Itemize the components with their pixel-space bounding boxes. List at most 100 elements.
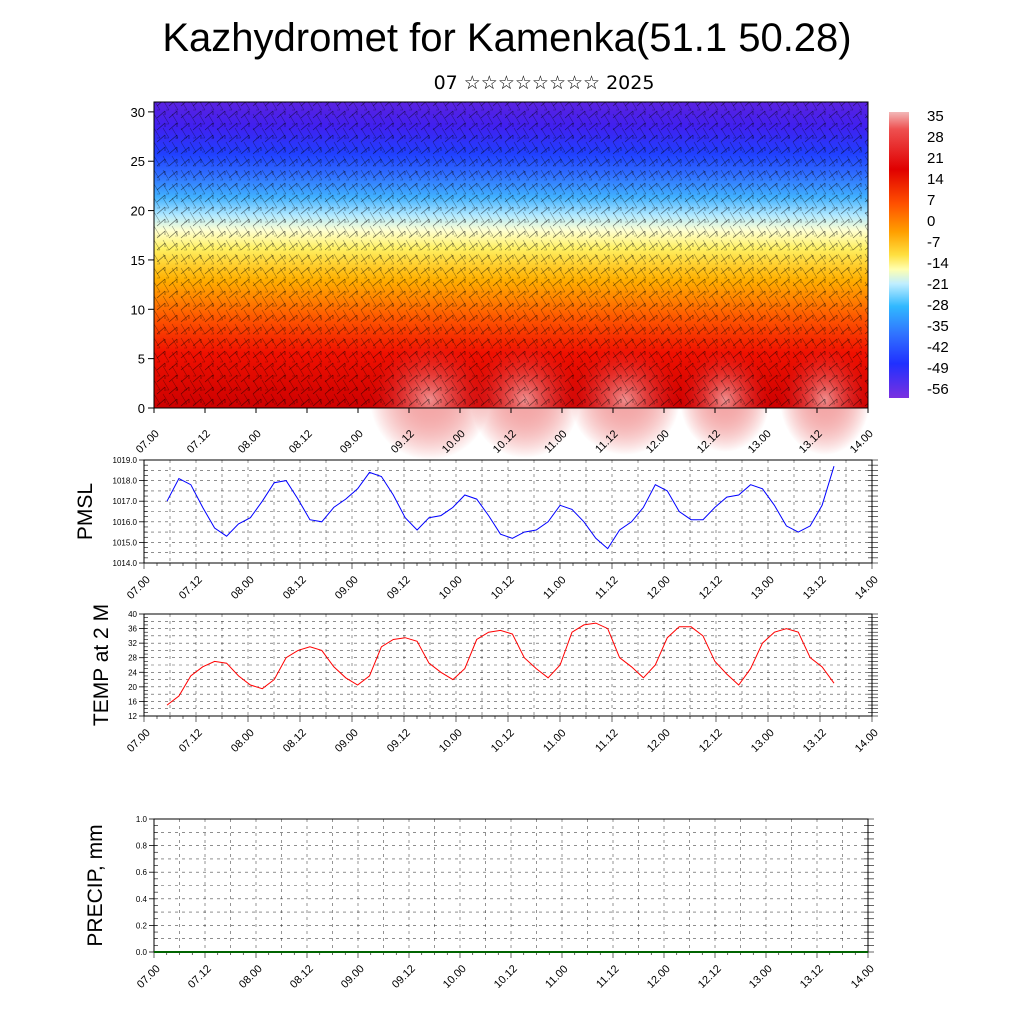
colorbar-label: -21 [927, 276, 949, 293]
colorbar-label: 14 [927, 171, 944, 188]
colorbar-label: 35 [927, 108, 944, 125]
x-tick-label: 07.12 [177, 727, 205, 755]
x-tick-label: 11.00 [541, 727, 568, 754]
y-tick-label: 0.8 [136, 842, 148, 851]
colorbar-label: -56 [927, 381, 949, 398]
x-tick-label: 12.00 [645, 574, 673, 602]
x-tick-label: 10.00 [441, 963, 469, 991]
y-tick-label: 1018.0 [113, 477, 138, 486]
x-tick-label: 11.12 [593, 727, 620, 754]
x-tick-label: 12.12 [696, 963, 724, 991]
x-tick-label: 10.00 [437, 574, 465, 602]
x-tick-label: 09.12 [385, 574, 413, 602]
x-tick-label: 13.12 [801, 574, 829, 602]
y-axis-label: PMSL [74, 483, 97, 540]
page-subtitle: 07 ☆☆☆☆☆☆☆☆ 2025 [433, 72, 655, 94]
x-tick-label: 09.00 [339, 963, 367, 991]
colorbar-label: -14 [927, 255, 949, 272]
x-tick-label: 13.00 [749, 574, 777, 602]
y-tick-label: 0.6 [136, 868, 148, 877]
x-tick-label: 12.00 [645, 727, 673, 755]
y-tick-label: 28 [128, 654, 137, 663]
y-tick-label: 1014.0 [113, 559, 138, 568]
y-tick-label: 20 [128, 683, 137, 692]
x-tick-label: 07.12 [177, 574, 205, 602]
colorbar-label: -7 [927, 234, 940, 251]
page-title: Kazhydromet for Kamenka(51.1 50.28) [162, 16, 852, 60]
x-tick-label: 11.00 [543, 963, 570, 990]
x-tick-label: 12.12 [697, 574, 725, 602]
colorbar-label: -28 [927, 297, 949, 314]
y-tick-label: 10 [131, 302, 145, 317]
colorbar-label: 7 [927, 192, 935, 209]
x-tick-label: 08.12 [281, 574, 309, 602]
y-tick-label: 30 [131, 105, 145, 120]
x-tick-label: 13.12 [801, 727, 829, 755]
x-tick-label: 10.12 [489, 574, 517, 602]
y-tick-label: 15 [131, 253, 145, 268]
pmsl-panel: 1014.0 1015.0 1016.0 1017.0 1018.0 1019.0 07.0… [74, 456, 881, 602]
x-tick-label: 08.00 [229, 727, 257, 755]
x-tick-label: 11.12 [594, 963, 621, 990]
y-tick-label: 0.0 [136, 948, 148, 957]
x-tick-label: 10.00 [437, 727, 465, 755]
y-tick-label: 1019.0 [113, 456, 138, 465]
x-tick-label: 08.00 [229, 574, 257, 602]
x-tick-label: 08.12 [287, 428, 315, 456]
y-tick-label: 1017.0 [113, 497, 138, 506]
y-axis-label: TEMP at 2 M [90, 604, 113, 726]
x-tick-label: 07.00 [125, 727, 153, 755]
y-tick-label: 1.0 [136, 815, 148, 824]
x-tick-label: 09.00 [333, 574, 361, 602]
x-tick-label: 14.00 [853, 574, 881, 602]
colorbar-label: 0 [927, 213, 935, 230]
colorbar-label: 28 [927, 129, 944, 146]
y-tick-label: 40 [128, 610, 137, 619]
x-tick-label: 07.00 [135, 963, 163, 991]
series-line [166, 466, 835, 550]
x-tick-label: 13.12 [798, 963, 826, 991]
x-tick-label: 08.00 [237, 963, 265, 991]
y-axis-label: PRECIP, mm [84, 824, 107, 946]
x-tick-label: 11.12 [593, 574, 620, 601]
x-tick-label: 09.00 [338, 428, 366, 456]
y-tick-label: 20 [131, 204, 145, 219]
x-tick-label: 07.00 [134, 428, 162, 456]
colorbar-label: -49 [927, 360, 949, 377]
x-tick-label: 11.00 [541, 574, 568, 601]
x-tick-label: 07.12 [185, 428, 213, 456]
y-tick-label: 32 [128, 639, 137, 648]
x-tick-label: 12.00 [645, 963, 673, 991]
x-tick-label: 07.12 [186, 963, 214, 991]
x-tick-label: 13.00 [747, 963, 775, 991]
y-tick-label: 1016.0 [113, 518, 138, 527]
x-tick-label: 10.12 [492, 963, 520, 991]
y-tick-label: 1015.0 [113, 538, 138, 547]
x-tick-label: 14.00 [853, 727, 881, 755]
colorbar-label: -35 [927, 318, 949, 335]
y-tick-label: 25 [131, 154, 145, 169]
y-tick-label: 36 [128, 625, 137, 634]
colorbar-label: -42 [927, 339, 949, 356]
x-tick-label: 12.12 [697, 727, 725, 755]
x-tick-label: 09.00 [333, 727, 361, 755]
x-tick-label: 08.00 [236, 428, 264, 456]
x-tick-label: 14.00 [849, 963, 877, 991]
temp-panel: 12 16 20 24 28 32 36 40 07.00 07.12 08.00 08.12 09.0… [90, 604, 881, 755]
colorbar-label: 21 [927, 150, 944, 167]
temperature-cross-section [153, 101, 870, 460]
x-tick-label: 07.00 [125, 574, 153, 602]
y-tick-label: 12 [128, 712, 137, 721]
y-tick-label: 24 [128, 668, 137, 677]
x-tick-label: 10.12 [489, 727, 517, 755]
x-tick-label: 13.00 [749, 727, 777, 755]
colorbar [889, 112, 909, 398]
y-tick-label: 0 [138, 401, 145, 416]
y-tick-label: 16 [128, 697, 137, 706]
y-tick-label: 5 [138, 352, 145, 367]
x-tick-label: 08.12 [281, 727, 309, 755]
series-line [166, 622, 835, 706]
x-tick-label: 09.12 [385, 727, 413, 755]
x-tick-label: 09.12 [390, 963, 418, 991]
